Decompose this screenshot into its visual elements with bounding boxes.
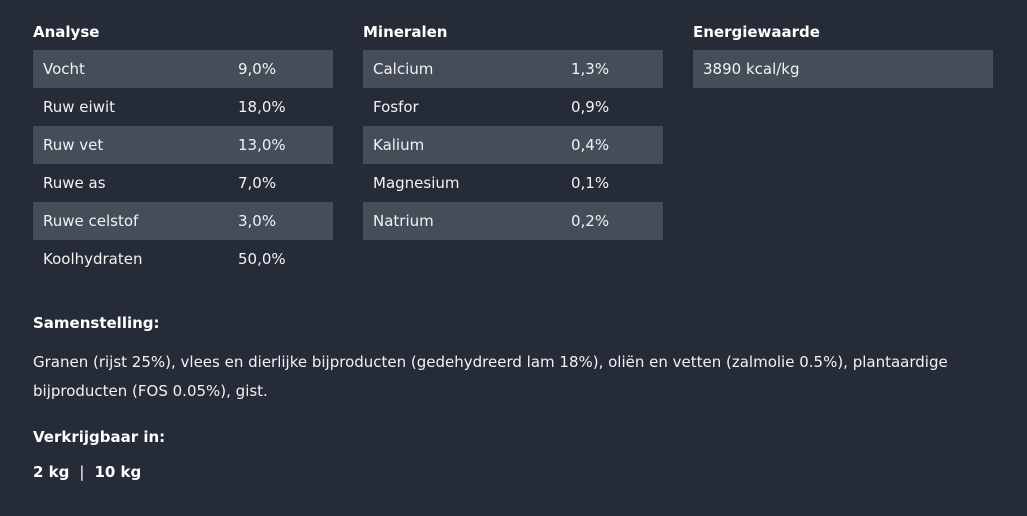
mineralen-row: Kalium 0,4%: [363, 126, 663, 164]
analyse-row-value: 9,0%: [238, 60, 277, 78]
analyse-row-label: Ruwe as: [43, 174, 106, 192]
analyse-title: Analyse: [33, 23, 100, 41]
mineralen-row-value: 0,9%: [571, 98, 610, 116]
size-separator: |: [79, 463, 85, 481]
analyse-row-label: Ruw vet: [43, 136, 104, 154]
mineralen-section: Mineralen Calcium 1,3% Fosfor 0,9% Kaliu…: [363, 22, 663, 240]
energie-value: 3890 kcal/kg: [703, 60, 800, 78]
mineralen-row-value: 0,1%: [571, 174, 610, 192]
energie-title: Energiewaarde: [693, 23, 820, 41]
analyse-row-value: 7,0%: [238, 174, 277, 192]
size-option: 2 kg: [33, 463, 70, 481]
analyse-row-label: Vocht: [43, 60, 85, 78]
verkrijgbaar-title: Verkrijgbaar in:: [33, 428, 166, 446]
analyse-row: Vocht 9,0%: [33, 50, 333, 88]
samenstelling-title: Samenstelling:: [33, 314, 160, 332]
analyse-row-value: 18,0%: [238, 98, 286, 116]
mineralen-row-label: Kalium: [373, 136, 425, 154]
mineralen-row: Natrium 0,2%: [363, 202, 663, 240]
mineralen-row: Calcium 1,3%: [363, 50, 663, 88]
analyse-row-label: Koolhydraten: [43, 250, 143, 268]
analyse-row: Ruwe as 7,0%: [33, 164, 333, 202]
analyse-row-value: 3,0%: [238, 212, 277, 230]
analyse-section: Analyse Vocht 9,0% Ruw eiwit 18,0% Ruw v…: [33, 22, 333, 278]
energie-row: 3890 kcal/kg: [693, 50, 993, 88]
analyse-row: Ruw vet 13,0%: [33, 126, 333, 164]
mineralen-row: Fosfor 0,9%: [363, 88, 663, 126]
analyse-row: Ruw eiwit 18,0%: [33, 88, 333, 126]
analyse-row-value: 13,0%: [238, 136, 286, 154]
analyse-row: Ruwe celstof 3,0%: [33, 202, 333, 240]
mineralen-row-value: 1,3%: [571, 60, 610, 78]
mineralen-row-label: Magnesium: [373, 174, 460, 192]
mineralen-title: Mineralen: [363, 23, 448, 41]
mineralen-row-value: 0,4%: [571, 136, 610, 154]
analyse-row: Koolhydraten 50,0%: [33, 240, 333, 278]
mineralen-row-value: 0,2%: [571, 212, 610, 230]
mineralen-row-label: Fosfor: [373, 98, 419, 116]
mineralen-row-label: Natrium: [373, 212, 434, 230]
analyse-row-label: Ruwe celstof: [43, 212, 139, 230]
verkrijgbaar-sizes: 2 kg | 10 kg: [33, 463, 141, 481]
energie-section: Energiewaarde 3890 kcal/kg: [693, 22, 993, 88]
analyse-row-label: Ruw eiwit: [43, 98, 116, 116]
mineralen-row: Magnesium 0,1%: [363, 164, 663, 202]
analyse-row-value: 50,0%: [238, 250, 286, 268]
mineralen-row-label: Calcium: [373, 60, 434, 78]
size-option: 10 kg: [94, 463, 142, 481]
samenstelling-text: Granen (rijst 25%), vlees en dierlijke b…: [33, 353, 948, 400]
